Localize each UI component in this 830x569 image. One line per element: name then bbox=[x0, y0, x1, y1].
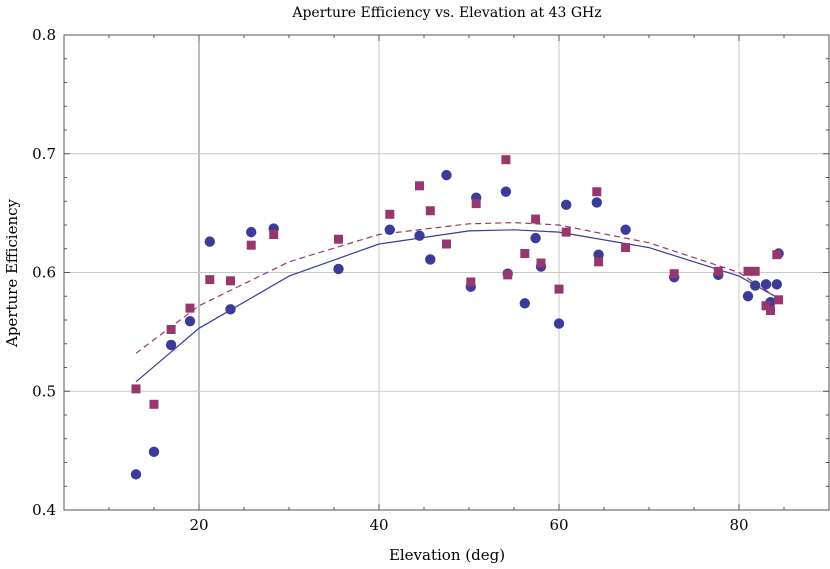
data-point-square bbox=[669, 269, 679, 279]
data-point-circle bbox=[441, 169, 452, 181]
data-point-square bbox=[561, 227, 571, 237]
data-point-square bbox=[772, 250, 782, 260]
fit-curves bbox=[135, 221, 776, 383]
data-point-circle bbox=[130, 469, 142, 480]
axis-ticks: 20 40 60 80 0.4 0.5 0.6 0.7 0.8 bbox=[32, 26, 829, 534]
data-point-circle bbox=[760, 279, 772, 290]
data-point-square bbox=[334, 234, 343, 244]
data-point-square bbox=[592, 187, 602, 197]
data-point-square bbox=[425, 206, 435, 216]
data-point-square bbox=[442, 239, 451, 249]
data-points bbox=[130, 155, 784, 480]
y-tick-label: 0.7 bbox=[32, 145, 56, 163]
data-point-square bbox=[774, 295, 784, 305]
data-point-circle bbox=[333, 263, 344, 275]
y-tick-label: 0.6 bbox=[32, 264, 56, 282]
data-point-circle bbox=[771, 279, 782, 290]
y-axis-label: Aperture Efficiency bbox=[3, 198, 21, 348]
data-point-square bbox=[246, 240, 256, 250]
data-point-circle bbox=[620, 224, 631, 235]
data-point-square bbox=[594, 257, 604, 267]
data-point-circle bbox=[750, 280, 761, 291]
data-point-square bbox=[166, 325, 176, 334]
data-point-square bbox=[761, 301, 771, 311]
data-point-circle bbox=[500, 186, 512, 197]
data-point-square bbox=[501, 155, 511, 165]
data-point-square bbox=[205, 275, 215, 285]
data-point-circle bbox=[593, 249, 604, 260]
data-point-square bbox=[536, 258, 546, 268]
data-point-circle bbox=[530, 232, 541, 244]
data-point-square bbox=[466, 277, 476, 287]
data-point-square bbox=[415, 181, 424, 191]
data-point-circle bbox=[184, 315, 196, 327]
x-tick-label: 40 bbox=[369, 516, 388, 534]
data-point-square bbox=[503, 270, 513, 280]
data-point-square bbox=[471, 199, 481, 209]
data-point-circle bbox=[204, 236, 215, 247]
data-point-circle bbox=[519, 298, 530, 309]
data-point-circle bbox=[561, 199, 572, 211]
data-point-square bbox=[226, 276, 235, 286]
y-tick-label: 0.5 bbox=[32, 382, 56, 400]
data-point-circle bbox=[553, 318, 565, 329]
x-tick-label: 80 bbox=[729, 516, 748, 534]
y-tick-label: 0.4 bbox=[32, 501, 56, 519]
data-point-circle bbox=[246, 226, 257, 238]
y-tick-label: 0.8 bbox=[32, 26, 56, 44]
data-point-square bbox=[713, 266, 723, 276]
data-point-square bbox=[520, 249, 530, 258]
data-point-square bbox=[750, 266, 760, 276]
data-point-square bbox=[131, 384, 141, 394]
data-point-square bbox=[149, 399, 159, 409]
data-point-square bbox=[531, 214, 541, 224]
grid-lines bbox=[64, 35, 829, 510]
x-tick-label: 20 bbox=[189, 516, 208, 534]
data-point-square bbox=[621, 243, 631, 253]
data-point-square bbox=[554, 284, 564, 294]
fit-curve-solid bbox=[135, 229, 776, 383]
chart-title: Aperture Efficiency vs. Elevation at 43 … bbox=[291, 5, 601, 21]
data-point-circle bbox=[384, 224, 395, 235]
data-point-square bbox=[743, 266, 753, 276]
x-axis-label: Elevation (deg) bbox=[389, 546, 505, 564]
data-point-circle bbox=[742, 291, 754, 302]
data-point-square bbox=[385, 209, 395, 219]
data-point-circle bbox=[591, 197, 602, 208]
data-point-square bbox=[269, 230, 279, 239]
data-point-circle bbox=[165, 339, 177, 351]
data-point-circle bbox=[414, 230, 425, 241]
data-point-circle bbox=[425, 254, 436, 265]
data-point-circle bbox=[148, 446, 160, 458]
data-point-square bbox=[185, 303, 195, 313]
data-point-circle bbox=[225, 304, 236, 315]
fit-curve-dashed bbox=[135, 221, 776, 354]
x-tick-label: 60 bbox=[549, 516, 568, 534]
data-point-square bbox=[766, 306, 775, 315]
